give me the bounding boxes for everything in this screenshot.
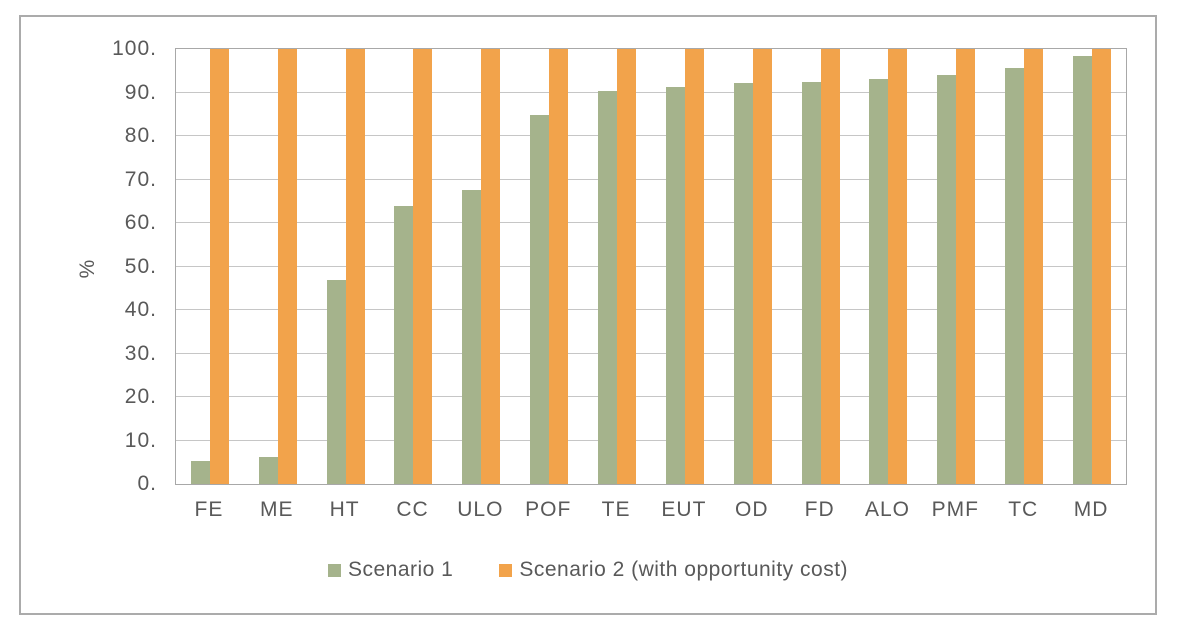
bar-scenario-2-with-opportunity-cost-alo <box>888 49 908 484</box>
bar-scenario-2-with-opportunity-cost-md <box>1092 49 1112 484</box>
bar-group-te <box>583 49 651 484</box>
x-tick-label-cc: CC <box>396 498 429 521</box>
chart-legend: Scenario 1 Scenario 2 (with opportunity c… <box>21 558 1155 582</box>
bar-scenario-1-ht <box>326 279 346 484</box>
bar-group-pmf <box>922 49 990 484</box>
plot-area <box>175 48 1127 485</box>
x-tick-label-od: OD <box>735 498 769 521</box>
legend-label: Scenario 2 (with opportunity cost) <box>519 558 849 581</box>
x-tick-label-tc: TC <box>1008 498 1039 521</box>
bar-scenario-2-with-opportunity-cost-ht <box>345 49 365 484</box>
gridline <box>176 135 1126 136</box>
x-tick-label-te: TE <box>601 498 631 521</box>
gridline <box>176 396 1126 397</box>
legend-item: Scenario 1 <box>327 558 454 582</box>
bar-scenario-1-pmf <box>937 75 957 484</box>
legend-swatch-icon <box>327 563 341 577</box>
bar-group-ht <box>312 49 380 484</box>
bar-scenario-2-with-opportunity-cost-ulo <box>481 49 501 484</box>
legend-label: Scenario 1 <box>347 558 454 581</box>
x-tick-label-fe: FE <box>194 498 224 521</box>
bar-group-fd <box>787 49 855 484</box>
gridline <box>176 91 1126 93</box>
legend-swatch-icon <box>499 563 513 577</box>
bar-scenario-2-with-opportunity-cost-od <box>752 49 772 484</box>
x-tick-label-pmf: PMF <box>931 498 979 521</box>
x-tick-label-ulo: ULO <box>457 498 504 521</box>
x-tick-label-me: ME <box>260 498 294 521</box>
bar-scenario-2-with-opportunity-cost-fd <box>820 49 840 484</box>
x-tick-label-pof: POF <box>525 498 572 521</box>
bar-group-tc <box>990 49 1058 484</box>
bar-scenario-1-tc <box>1005 67 1025 484</box>
bar-scenario-1-md <box>1073 56 1093 484</box>
bar-scenario-1-alo <box>869 79 889 484</box>
bar-group-ulo <box>447 49 515 484</box>
bar-scenario-1-ulo <box>462 190 482 484</box>
bar-group-cc <box>380 49 448 484</box>
chart-frame: % 0. 10. 20. 30. 40. 50. 60. 70. 80. 90. 100. FE ME… <box>19 15 1157 615</box>
bar-scenario-2-with-opportunity-cost-te <box>617 49 637 484</box>
bar-group-od <box>719 49 787 484</box>
bar-group-eut <box>651 49 719 484</box>
bar-scenario-1-pof <box>530 115 550 484</box>
y-tick-label: 70. <box>124 167 157 191</box>
y-tick-label: 30. <box>124 341 157 365</box>
bar-scenario-1-cc <box>394 206 414 484</box>
bar-scenario-2-with-opportunity-cost-fe <box>209 49 229 484</box>
x-tick-label-ht: HT <box>329 498 360 521</box>
bar-scenario-2-with-opportunity-cost-cc <box>413 49 433 484</box>
bar-group-me <box>244 49 312 484</box>
y-tick-label: 0. <box>137 472 157 495</box>
y-tick-label: 100. <box>112 37 157 60</box>
y-tick-label: 60. <box>124 211 157 234</box>
y-tick-label: 90. <box>124 80 157 104</box>
x-tick-label-eut: EUT <box>661 498 707 521</box>
gridline <box>176 439 1126 441</box>
bar-scenario-2-with-opportunity-cost-pof <box>549 49 569 484</box>
x-tick-label-alo: ALO <box>864 498 910 521</box>
bar-scenario-2-with-opportunity-cost-me <box>277 49 297 484</box>
legend-item: Scenario 2 (with opportunity cost) <box>499 558 848 582</box>
gridline <box>176 309 1126 310</box>
y-tick-label: 10. <box>124 428 157 452</box>
bar-scenario-2-with-opportunity-cost-eut <box>684 49 704 484</box>
bar-scenario-1-fd <box>801 82 821 484</box>
bar-group-pof <box>515 49 583 484</box>
bar-scenario-1-te <box>598 90 618 484</box>
gridline <box>176 178 1126 180</box>
bar-scenario-1-me <box>258 457 278 484</box>
bar-group-md <box>1058 49 1126 484</box>
bar-scenario-2-with-opportunity-cost-pmf <box>956 49 976 484</box>
bar-scenario-1-fe <box>190 460 210 484</box>
bar-scenario-1-eut <box>665 87 685 484</box>
bar-scenario-2-with-opportunity-cost-tc <box>1024 49 1044 484</box>
x-tick-label-md: MD <box>1073 498 1109 521</box>
bar-scenario-1-od <box>733 82 753 484</box>
bar-group-fe <box>176 49 244 484</box>
y-tick-label: 50. <box>124 254 157 278</box>
gridline <box>176 222 1126 223</box>
y-tick-label: 20. <box>124 385 157 408</box>
y-tick-label: 80. <box>124 124 157 147</box>
gridline <box>176 265 1126 267</box>
bar-group-alo <box>855 49 923 484</box>
gridline <box>176 352 1126 354</box>
y-tick-label: 40. <box>124 298 157 321</box>
x-tick-label-fd: FD <box>804 498 835 521</box>
